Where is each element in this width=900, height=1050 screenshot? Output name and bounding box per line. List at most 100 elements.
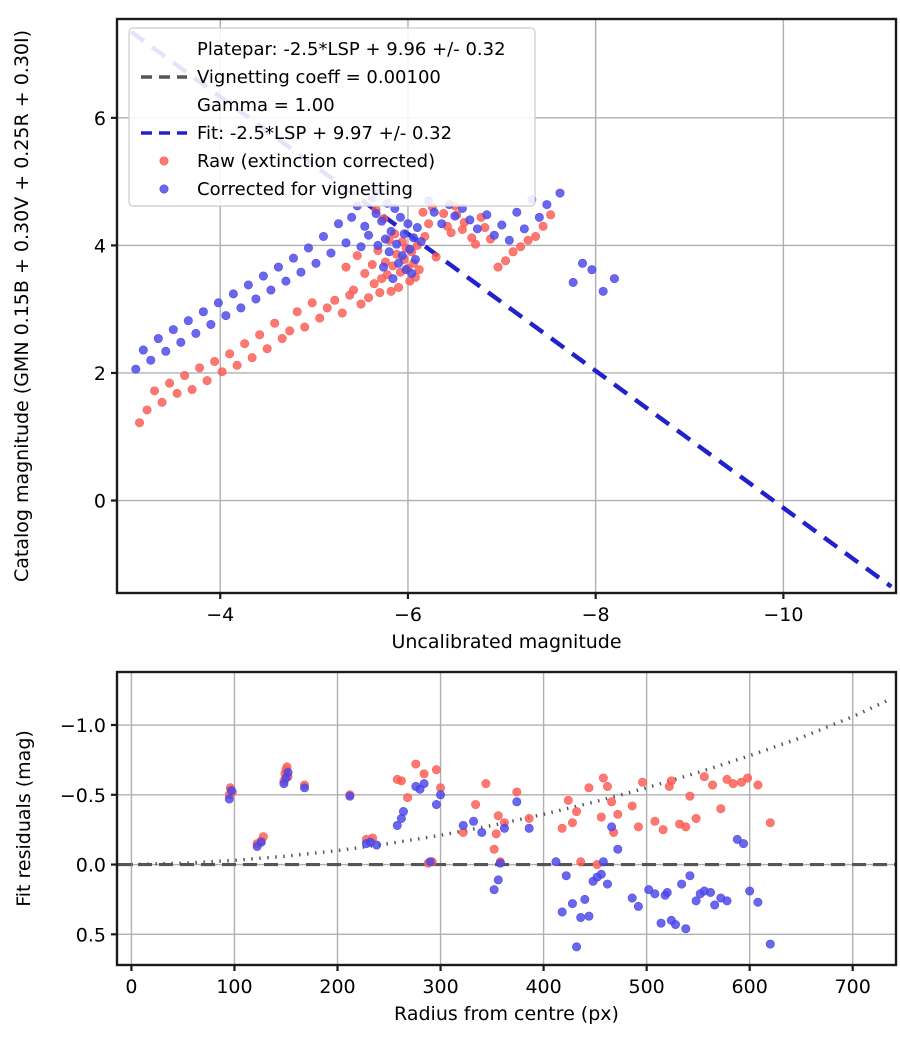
data-point bbox=[418, 207, 428, 217]
data-point bbox=[722, 774, 732, 784]
data-point bbox=[431, 800, 441, 810]
ytick-label: 0.0 bbox=[76, 855, 106, 877]
data-point bbox=[662, 887, 672, 897]
data-point bbox=[765, 818, 775, 828]
legend-item[interactable]: Raw (extinction corrected) bbox=[159, 151, 435, 172]
data-point bbox=[386, 226, 396, 236]
ytick-label: 0 bbox=[94, 491, 106, 513]
legend-dot-icon bbox=[159, 156, 169, 166]
legend-item[interactable]: Platepar: -2.5*LSP + 9.96 +/- 0.32 bbox=[197, 39, 506, 60]
data-point bbox=[409, 233, 419, 243]
data-point bbox=[609, 274, 619, 284]
data-point bbox=[303, 243, 313, 253]
data-point bbox=[429, 207, 439, 217]
data-point bbox=[685, 791, 695, 801]
data-point bbox=[352, 251, 362, 261]
legend-item[interactable]: Fit: -2.5*LSP + 9.97 +/- 0.32 bbox=[141, 123, 452, 144]
data-point bbox=[563, 795, 573, 805]
data-point bbox=[307, 298, 317, 308]
data-point bbox=[457, 224, 467, 234]
data-point bbox=[587, 265, 597, 275]
data-point bbox=[380, 234, 390, 244]
data-point bbox=[416, 237, 426, 247]
data-point bbox=[414, 265, 424, 275]
ytick-label: 2 bbox=[94, 363, 106, 385]
data-point bbox=[551, 857, 561, 867]
data-point bbox=[392, 239, 402, 249]
photometry-fit-ylabel: Catalog magnitude (GMN 0.15B + 0.30V + 0… bbox=[11, 30, 33, 582]
data-point bbox=[439, 209, 449, 219]
xtick-label: 700 bbox=[835, 976, 871, 998]
legend-label: Gamma = 1.00 bbox=[197, 95, 335, 116]
data-point bbox=[131, 364, 141, 374]
data-point bbox=[557, 907, 567, 917]
xtick-label: 300 bbox=[422, 976, 458, 998]
data-point bbox=[516, 242, 526, 252]
data-point bbox=[288, 253, 298, 263]
data-point bbox=[168, 325, 178, 335]
data-point bbox=[191, 328, 201, 338]
data-point bbox=[512, 787, 522, 797]
data-point bbox=[572, 807, 582, 817]
legend-label: Raw (extinction corrected) bbox=[197, 151, 435, 172]
data-point bbox=[150, 386, 160, 396]
data-point bbox=[226, 786, 236, 796]
data-point bbox=[477, 827, 487, 837]
data-point bbox=[345, 791, 355, 801]
legend-item[interactable]: Vignetting coeff = 0.00100 bbox=[141, 67, 441, 88]
data-point bbox=[198, 307, 208, 317]
data-point bbox=[567, 899, 577, 909]
data-point bbox=[266, 285, 276, 295]
data-point bbox=[607, 797, 617, 807]
axes-fit-residuals: 0 100 200 300 400 500 600 700 0.5 0.0 −0.5 −1.0 Radi… bbox=[13, 670, 898, 1025]
data-point bbox=[524, 823, 534, 833]
ytick-label: 6 bbox=[94, 108, 106, 130]
data-point bbox=[557, 823, 567, 833]
data-point bbox=[367, 260, 377, 270]
data-point bbox=[273, 262, 283, 272]
legend-item[interactable]: Corrected for vignetting bbox=[159, 179, 413, 200]
photometry-fit-spines bbox=[115, 17, 898, 595]
data-point bbox=[146, 355, 156, 365]
data-point bbox=[379, 262, 389, 272]
data-point bbox=[450, 211, 460, 221]
data-point bbox=[425, 857, 435, 867]
data-point bbox=[311, 258, 321, 268]
data-point bbox=[300, 322, 310, 332]
data-point bbox=[666, 776, 676, 786]
data-point bbox=[568, 277, 578, 287]
legend-background bbox=[128, 27, 536, 207]
data-point bbox=[489, 230, 499, 240]
data-point bbox=[225, 349, 235, 359]
data-point bbox=[497, 220, 507, 230]
data-point bbox=[431, 252, 441, 262]
data-point bbox=[633, 822, 643, 832]
data-point bbox=[681, 822, 691, 832]
data-point bbox=[638, 777, 648, 787]
data-point bbox=[281, 276, 291, 286]
data-point bbox=[732, 834, 742, 844]
xtick-label: 400 bbox=[525, 976, 561, 998]
legend-dot-icon bbox=[159, 184, 169, 194]
data-point bbox=[499, 823, 509, 833]
data-point bbox=[412, 223, 422, 233]
data-point bbox=[644, 885, 654, 895]
legend-item[interactable]: Gamma = 1.00 bbox=[197, 95, 335, 116]
data-point bbox=[572, 942, 582, 952]
data-point bbox=[469, 816, 479, 826]
data-point bbox=[183, 316, 193, 326]
vignetting-model-curve bbox=[131, 698, 890, 867]
xtick-label: −8 bbox=[582, 604, 610, 626]
data-point bbox=[213, 298, 223, 308]
data-point bbox=[300, 783, 310, 793]
data-point bbox=[256, 837, 266, 847]
data-point bbox=[153, 334, 163, 344]
data-point bbox=[437, 219, 447, 229]
data-point bbox=[519, 224, 529, 234]
data-point bbox=[326, 248, 336, 258]
data-point bbox=[285, 326, 295, 336]
data-point bbox=[578, 258, 588, 268]
data-point bbox=[341, 262, 351, 272]
data-point bbox=[580, 894, 590, 904]
data-point bbox=[236, 303, 246, 313]
